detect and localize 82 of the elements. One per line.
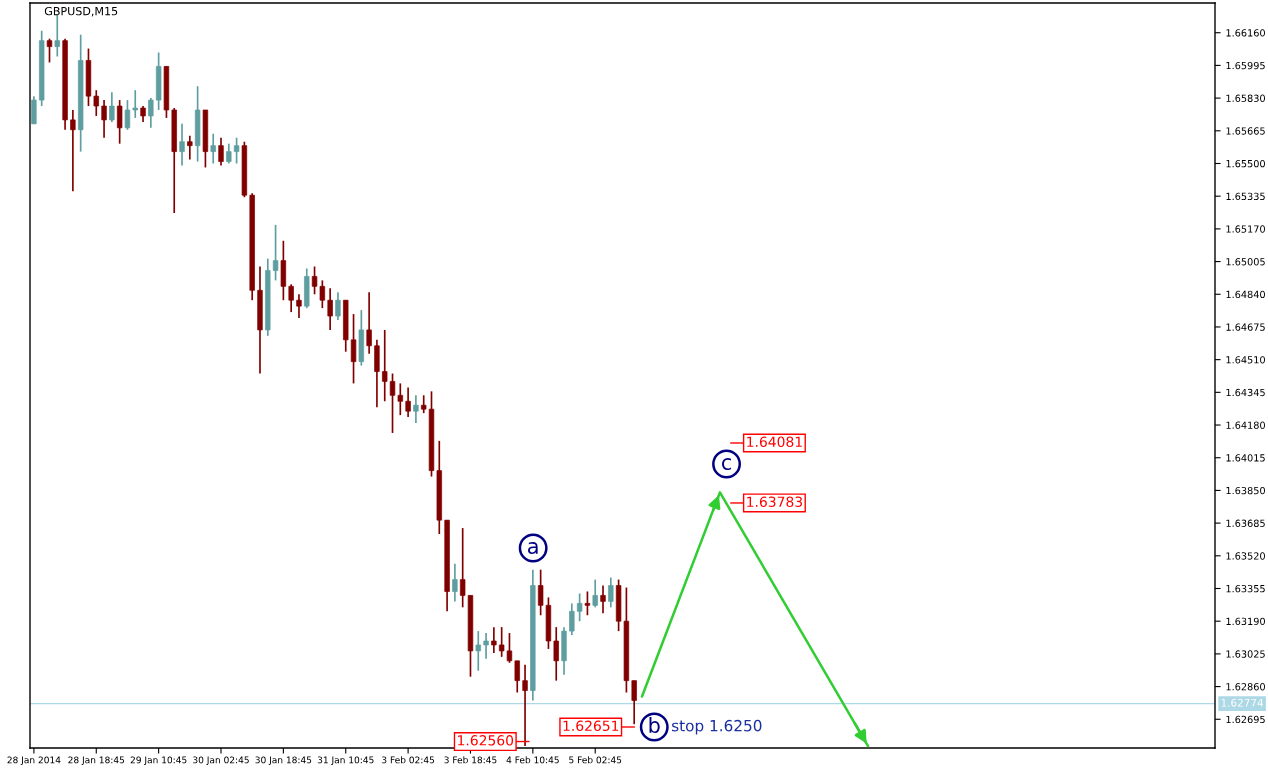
candlestick	[483, 632, 489, 660]
y-tick-label: 1.65170	[1226, 225, 1265, 233]
candlestick	[413, 394, 419, 424]
y-tick-label: 1.63850	[1226, 486, 1265, 495]
candlestick	[405, 386, 411, 418]
y-tick-label: 1.65830	[1226, 94, 1265, 102]
chart-title: GBPUSD,M15	[44, 6, 118, 17]
annotation: 1.62560	[458, 735, 514, 746]
candlestick	[226, 142, 232, 165]
candlestick	[101, 99, 107, 139]
candlestick	[327, 287, 333, 331]
candlestick	[148, 97, 154, 129]
candlestick	[187, 134, 193, 161]
y-tick-label: 1.63190	[1226, 617, 1265, 626]
y-tick-label: 1.64180	[1226, 421, 1265, 429]
candlestick	[288, 283, 294, 313]
candlestick	[382, 329, 388, 403]
y-tick-label: 1.64840	[1226, 290, 1265, 299]
candlestick	[93, 89, 99, 117]
x-tick-label: 31 Jan 10:45	[317, 756, 374, 765]
candlestick	[631, 679, 637, 726]
x-tick-label: 29 Jan 10:45	[130, 756, 187, 765]
annotation: stop 1.6250	[672, 719, 762, 735]
candlestick	[179, 123, 185, 167]
candlestick	[218, 136, 224, 167]
candlestick	[272, 224, 279, 282]
candlestick	[233, 136, 240, 165]
candlestick	[592, 578, 598, 609]
candlestick	[109, 91, 115, 123]
candlestick	[366, 291, 372, 355]
candlestick	[124, 99, 131, 131]
annotation: 1.64081	[747, 436, 802, 448]
candlestick	[335, 291, 341, 321]
candlestick	[600, 584, 606, 615]
x-tick-label: 30 Jan 02:45	[193, 756, 249, 765]
x-tick-label: 28 Jan 2014	[7, 756, 61, 765]
y-tick-label: 1.64510	[1226, 356, 1265, 364]
annotation: c	[721, 458, 731, 471]
y-tick-label: 1.62695	[1226, 715, 1265, 724]
candlestick	[584, 590, 591, 617]
candlestick	[569, 602, 575, 636]
candlestick	[608, 576, 614, 609]
candlestick	[46, 37, 53, 64]
candlestick	[296, 293, 302, 319]
ref-line-label: 1.62774	[1221, 698, 1264, 707]
candlestick	[475, 630, 481, 672]
x-tick-label: 5 Feb 02:45	[569, 756, 622, 764]
candlestick	[452, 562, 458, 603]
candlestick	[491, 626, 497, 654]
y-tick-label: 1.64345	[1226, 388, 1265, 397]
x-tick-label: 3 Feb 02:45	[382, 756, 435, 764]
y-tick-label: 1.64015	[1226, 454, 1265, 462]
x-tick-label: 4 Feb 10:45	[506, 756, 559, 764]
candlestick	[70, 109, 76, 193]
y-tick-label: 1.62860	[1226, 683, 1265, 691]
candlestick	[132, 89, 138, 119]
candlestick	[210, 132, 216, 165]
candlestick	[31, 95, 37, 125]
candlestick	[514, 659, 520, 694]
annotation: b	[649, 716, 660, 734]
y-tick-label: 1.63685	[1226, 519, 1265, 527]
y-tick-label: 1.65665	[1226, 127, 1265, 135]
y-tick-label: 1.65005	[1226, 258, 1265, 266]
y-tick-label: 1.63025	[1226, 650, 1265, 658]
candlestick	[576, 592, 583, 623]
annotation: 1.63783	[747, 496, 803, 507]
candlestick	[116, 99, 123, 145]
candlestick	[553, 626, 559, 682]
x-tick-label: 28 Jan 18:45	[68, 756, 125, 765]
x-tick-label: 30 Jan 18:45	[255, 756, 312, 765]
y-tick-label: 1.63355	[1226, 584, 1265, 593]
y-tick-label: 1.66160	[1226, 29, 1265, 37]
annotation: a	[528, 542, 538, 555]
y-tick-label: 1.65335	[1226, 192, 1265, 201]
y-tick-label: 1.63520	[1226, 552, 1265, 560]
x-tick-label: 3 Feb 18:45	[444, 756, 497, 764]
y-tick-label: 1.64675	[1226, 323, 1265, 331]
annotation: 1.62651	[563, 720, 619, 732]
candlestick	[350, 313, 357, 385]
y-tick-label: 1.65995	[1226, 61, 1265, 70]
candlestick	[522, 663, 528, 747]
y-tick-label: 1.65500	[1226, 159, 1265, 168]
